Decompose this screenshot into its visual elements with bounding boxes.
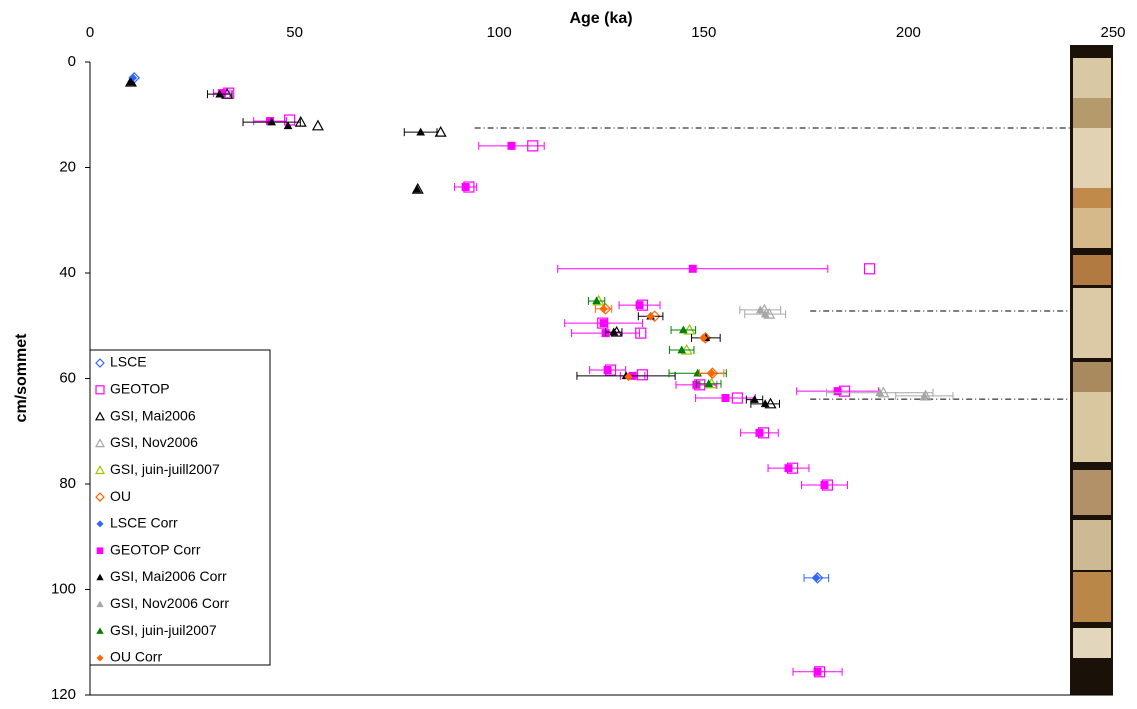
series	[587, 296, 727, 388]
y-tick-label: 20	[59, 158, 76, 175]
y-tick-label: 120	[51, 686, 76, 703]
legend-label: GSI, Mai2006 Corr	[110, 568, 227, 584]
marker	[603, 366, 612, 375]
legend-marker	[94, 411, 106, 421]
legend-label: LSCE Corr	[110, 515, 178, 531]
marker	[699, 333, 708, 343]
x-tick-label: 50	[286, 24, 303, 41]
legend: LSCE GEOTOP GSI, Mai2006 GSI, Nov2006 GSI, j…	[89, 349, 271, 666]
y-tick-label: 0	[68, 53, 76, 70]
marker	[760, 309, 770, 318]
marker	[311, 119, 324, 131]
legend-marker	[96, 654, 104, 662]
marker	[599, 304, 608, 314]
legend-marker	[94, 438, 106, 448]
legend-marker	[96, 573, 104, 581]
marker	[760, 399, 770, 408]
y-tick-label: 100	[51, 580, 76, 597]
marker	[635, 301, 644, 310]
marker	[283, 121, 293, 130]
legend-label: GSI, juin-juill2007	[110, 461, 220, 477]
legend-marker	[96, 520, 104, 528]
marker	[755, 305, 765, 314]
marker	[592, 296, 601, 305]
legend-marker	[94, 465, 106, 475]
marker	[609, 327, 619, 336]
marker	[624, 372, 633, 382]
legend-label: GSI, juin-juil2007	[110, 622, 217, 638]
legend-label: GSI, Nov2006 Corr	[110, 595, 229, 611]
legend-marker	[96, 627, 104, 634]
marker	[920, 391, 929, 400]
x-tick-label: 0	[86, 24, 94, 41]
marker	[678, 325, 688, 334]
marker	[599, 319, 608, 328]
legend-label: GSI, Nov2006	[110, 434, 198, 450]
legend-label: GEOTOP	[110, 381, 170, 397]
y-tick-label: 40	[59, 264, 76, 281]
marker	[215, 89, 225, 98]
legend-marker	[96, 600, 104, 608]
marker	[507, 141, 516, 150]
marker	[461, 183, 470, 192]
marker	[875, 388, 885, 397]
series	[594, 304, 725, 382]
marker	[646, 312, 655, 321]
marker	[721, 394, 730, 403]
marker	[677, 345, 687, 354]
marker	[434, 125, 447, 137]
marker	[126, 77, 136, 86]
marker	[750, 395, 759, 403]
marker	[784, 464, 793, 473]
legend-label: GSI, Mai2006	[110, 407, 196, 423]
series	[223, 87, 876, 678]
legend-box	[89, 349, 271, 666]
legend-label: OU	[110, 488, 131, 504]
marker	[704, 379, 714, 388]
legend-label: GEOTOP Corr	[110, 541, 201, 557]
series	[599, 303, 719, 380]
series	[739, 305, 954, 400]
core-photo	[1070, 45, 1113, 695]
legend-marker	[96, 547, 104, 555]
legend-marker	[95, 492, 105, 502]
marker	[412, 184, 422, 193]
x-tick-label: 200	[896, 24, 921, 41]
marker	[755, 428, 764, 437]
marker	[636, 369, 649, 381]
legend-marker	[95, 385, 105, 395]
marker	[707, 369, 716, 378]
x-tick-label: 250	[1100, 24, 1125, 41]
y-tick-label: 80	[59, 475, 76, 492]
marker	[416, 127, 425, 136]
marker	[812, 573, 821, 583]
legend-label: LSCE	[110, 354, 147, 370]
marker	[863, 263, 876, 275]
y-tick-label: 60	[59, 369, 76, 386]
legend-label: OU Corr	[110, 649, 162, 665]
marker	[820, 481, 829, 490]
marker	[267, 117, 277, 126]
legend-marker	[95, 358, 105, 368]
y-axis-title: cm/sommet	[13, 333, 30, 423]
marker	[833, 387, 842, 396]
marker	[813, 667, 822, 676]
x-tick-label: 100	[487, 24, 512, 41]
x-tick-label: 150	[691, 24, 716, 41]
x-axis-title: Age (ka)	[569, 10, 632, 27]
marker	[688, 264, 697, 273]
series	[213, 89, 880, 676]
